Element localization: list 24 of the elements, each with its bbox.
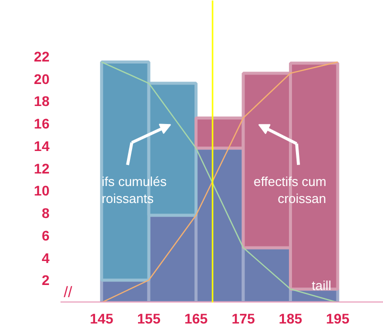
y-tick-label: 10	[34, 182, 50, 199]
x-tick-label: 165	[184, 310, 208, 326]
x-tick-label: 155	[137, 310, 161, 326]
y-tick-label: 4	[42, 250, 50, 266]
y-tick-label: 6	[42, 227, 50, 244]
annotation: ifs cumulés	[102, 174, 168, 190]
line-series	[100, 61, 338, 302]
y-tick-label: 14	[34, 138, 50, 154]
x-tick-label: 175	[232, 310, 256, 326]
annotation: taill	[312, 278, 332, 294]
y-tick-label: 18	[34, 93, 50, 110]
annotation: //	[64, 284, 73, 301]
y-tick-label: 2	[42, 272, 50, 288]
y-tick-label: 22	[34, 48, 50, 64]
x-tick-label: 145	[90, 310, 114, 326]
y-tick-label: 8	[42, 205, 50, 222]
annotation: effectifs cum	[254, 174, 326, 190]
y-tick-label: 20	[34, 70, 50, 87]
y-tick-label: 12	[34, 160, 50, 176]
annotation: croissan	[278, 190, 326, 206]
x-tick-label: 185	[278, 310, 302, 326]
annotation: roissants	[102, 190, 154, 206]
x-tick-label: 195	[326, 310, 350, 326]
y-tick-label: 16	[34, 116, 50, 132]
